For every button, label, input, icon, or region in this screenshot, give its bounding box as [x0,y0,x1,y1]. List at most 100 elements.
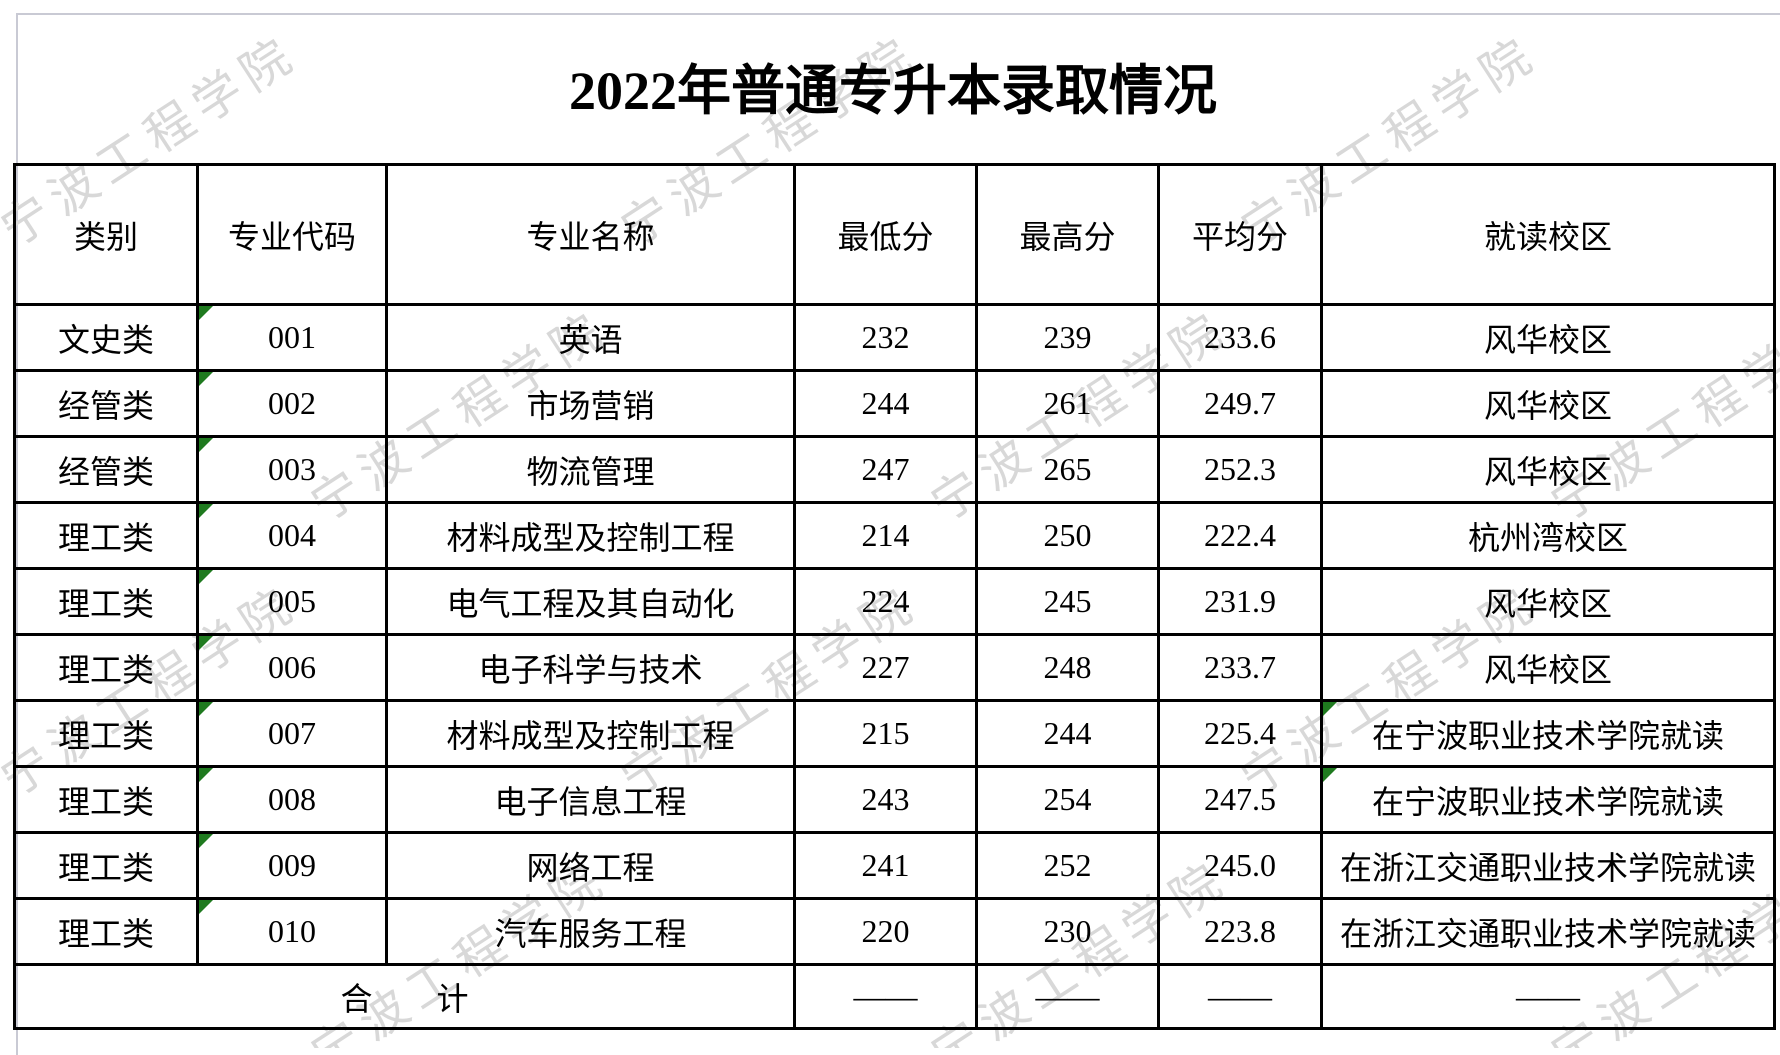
total-max-cell: —— [975,963,1160,1030]
cell-campus: 在宁波职业技术学院就读 [1320,765,1776,834]
cell-campus: 在宁波职业技术学院就读 [1320,699,1776,768]
green-flag-icon [200,769,213,782]
cell-min-score: 220 [793,897,978,966]
cell-avg-score: 233.7 [1157,633,1323,702]
page-title: 2022年普通专升本录取情况 [569,61,1217,121]
cell-max-score: 248 [975,633,1160,702]
green-flag-icon [1324,703,1337,716]
cell-avg-score: 249.7 [1157,369,1323,438]
green-flag-icon [200,835,213,848]
cell-campus: 在浙江交通职业技术学院就读 [1320,897,1776,966]
green-flag-icon [200,505,213,518]
cell-category: 理工类 [13,699,199,768]
col-header-campus: 就读校区 [1320,163,1776,306]
cell-avg-score: 225.4 [1157,699,1323,768]
cell-min-score: 241 [793,831,978,900]
col-header-category: 类别 [13,163,199,306]
cell-min-score: 232 [793,303,978,372]
cell-avg-score: 252.3 [1157,435,1323,504]
cell-major-code: 010 [196,897,388,966]
cell-max-score: 252 [975,831,1160,900]
cell-major-name: 材料成型及控制工程 [385,699,796,768]
cell-campus: 风华校区 [1320,633,1776,702]
green-flag-icon [200,439,213,452]
cell-avg-score: 222.4 [1157,501,1323,570]
col-header-min-score: 最低分 [793,163,978,306]
cell-min-score: 214 [793,501,978,570]
total-row: 合 计 —— —— —— —— [13,963,1776,1030]
cell-max-score: 245 [975,567,1160,636]
cell-avg-score: 245.0 [1157,831,1323,900]
table-row: 理工类 008 电子信息工程 243 254 247.5 在宁波职业技术学院就读 [13,765,1776,834]
cell-category: 理工类 [13,831,199,900]
header-row: 类别 专业代码 专业名称 最低分 最高分 平均分 就读校区 [13,163,1776,306]
cell-category: 经管类 [13,435,199,504]
cell-category: 理工类 [13,501,199,570]
cell-max-score: 265 [975,435,1160,504]
total-min-cell: —— [793,963,978,1030]
green-flag-icon [200,637,213,650]
cell-major-code: 003 [196,435,388,504]
table-row: 文史类 001 英语 232 239 233.6 风华校区 [13,303,1776,372]
admissions-table: 类别 专业代码 专业名称 最低分 最高分 平均分 就读校区 文史类 001 英语… [13,163,1776,1030]
col-header-avg-score: 平均分 [1157,163,1323,306]
cell-category: 理工类 [13,897,199,966]
cell-campus: 在浙江交通职业技术学院就读 [1320,831,1776,900]
cell-campus: 风华校区 [1320,435,1776,504]
green-flag-icon [200,703,213,716]
table-row: 理工类 009 网络工程 241 252 245.0 在浙江交通职业技术学院就读 [13,831,1776,900]
cell-min-score: 244 [793,369,978,438]
cell-min-score: 247 [793,435,978,504]
cell-campus: 风华校区 [1320,369,1776,438]
table-body: 文史类 001 英语 232 239 233.6 风华校区 经管类 002 市场… [13,303,1776,966]
cell-major-code: 002 [196,369,388,438]
cell-major-name: 电子信息工程 [385,765,796,834]
col-header-max-score: 最高分 [975,163,1160,306]
green-flag-icon [200,373,213,386]
cell-campus: 风华校区 [1320,567,1776,636]
total-label-cell: 合 计 [13,963,796,1030]
cell-major-name: 网络工程 [385,831,796,900]
cell-category: 文史类 [13,303,199,372]
green-flag-icon [200,571,213,584]
cell-category: 理工类 [13,765,199,834]
cell-avg-score: 231.9 [1157,567,1323,636]
cell-major-code: 005 [196,567,388,636]
table-row: 理工类 007 材料成型及控制工程 215 244 225.4 在宁波职业技术学… [13,699,1776,768]
total-campus-cell: —— [1320,963,1776,1030]
cell-major-code: 007 [196,699,388,768]
cell-major-code: 009 [196,831,388,900]
col-header-major-name: 专业名称 [385,163,796,306]
cell-min-score: 224 [793,567,978,636]
total-avg-cell: —— [1157,963,1323,1030]
cell-avg-score: 233.6 [1157,303,1323,372]
table-row: 经管类 002 市场营销 244 261 249.7 风华校区 [13,369,1776,438]
cell-max-score: 230 [975,897,1160,966]
cell-category: 理工类 [13,567,199,636]
cell-avg-score: 247.5 [1157,765,1323,834]
cell-category: 理工类 [13,633,199,702]
table-row: 经管类 003 物流管理 247 265 252.3 风华校区 [13,435,1776,504]
col-header-major-code: 专业代码 [196,163,388,306]
cell-major-name: 市场营销 [385,369,796,438]
cell-major-name: 材料成型及控制工程 [385,501,796,570]
cell-avg-score: 223.8 [1157,897,1323,966]
cell-major-name: 电子科学与技术 [385,633,796,702]
cell-major-name: 汽车服务工程 [385,897,796,966]
cell-min-score: 227 [793,633,978,702]
green-flag-icon [200,307,213,320]
cell-major-name: 电气工程及其自动化 [385,567,796,636]
cell-category: 经管类 [13,369,199,438]
cell-max-score: 250 [975,501,1160,570]
cell-campus: 杭州湾校区 [1320,501,1776,570]
cell-max-score: 244 [975,699,1160,768]
cell-major-code: 004 [196,501,388,570]
table-row: 理工类 004 材料成型及控制工程 214 250 222.4 杭州湾校区 [13,501,1776,570]
green-flag-icon [200,901,213,914]
cell-min-score: 243 [793,765,978,834]
table-row: 理工类 005 电气工程及其自动化 224 245 231.9 风华校区 [13,567,1776,636]
table-row: 理工类 010 汽车服务工程 220 230 223.8 在浙江交通职业技术学院… [13,897,1776,966]
cell-max-score: 239 [975,303,1160,372]
cell-max-score: 254 [975,765,1160,834]
table-row: 理工类 006 电子科学与技术 227 248 233.7 风华校区 [13,633,1776,702]
